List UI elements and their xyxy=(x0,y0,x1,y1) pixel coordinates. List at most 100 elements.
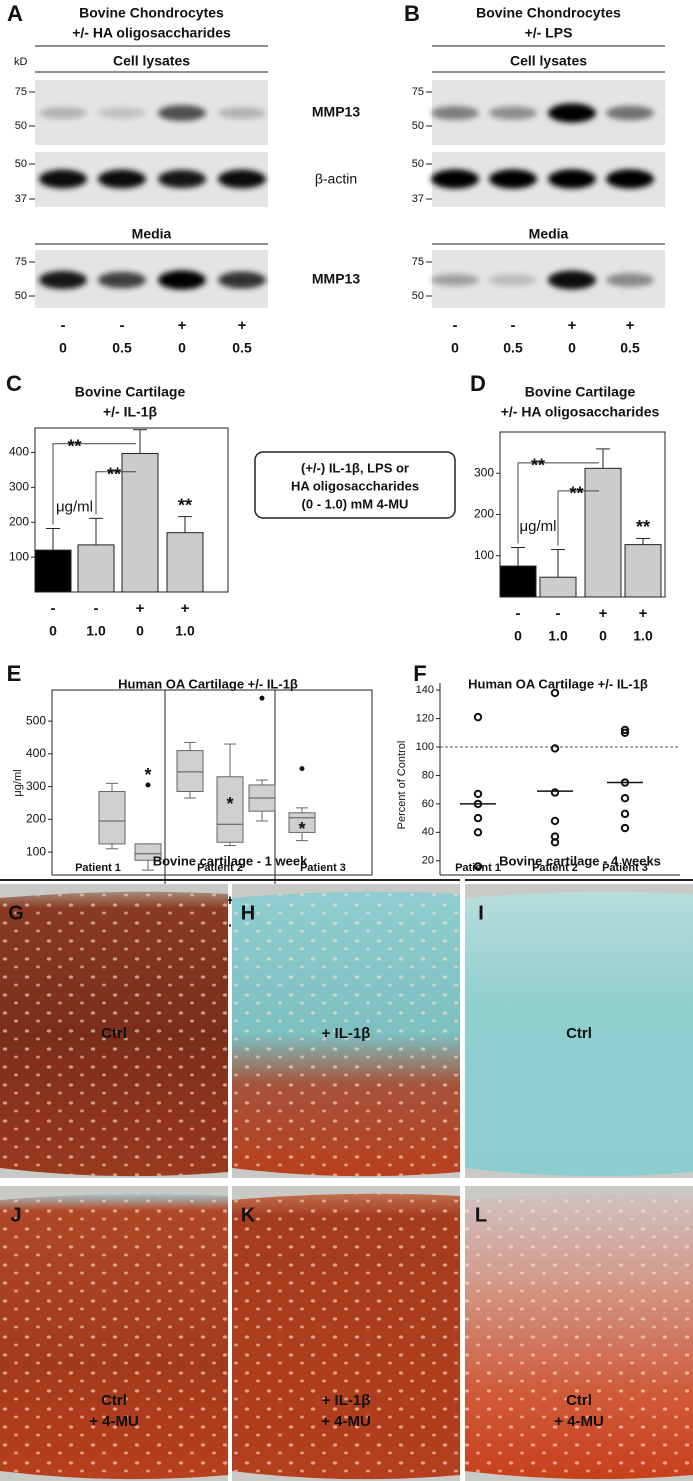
band xyxy=(39,270,87,290)
panel-label: I xyxy=(478,902,484,924)
band xyxy=(218,271,266,289)
chondrocytes xyxy=(232,891,460,1177)
chondrocytes xyxy=(232,1193,460,1480)
band xyxy=(606,169,654,189)
band xyxy=(158,105,206,121)
y-tick-label: 500 xyxy=(26,713,46,727)
marker-label: 75 xyxy=(15,256,27,268)
point xyxy=(620,823,630,833)
band xyxy=(489,274,537,286)
treatment-label: - xyxy=(94,600,99,617)
significance: ** xyxy=(569,484,583,504)
dose-label: 0 xyxy=(49,623,57,639)
y-tick-label: 140 xyxy=(416,684,434,696)
y-tick-label: 200 xyxy=(9,514,29,528)
outlier xyxy=(299,766,305,772)
dose-label: 1.0 xyxy=(86,623,106,639)
bracket xyxy=(95,471,136,515)
section-title: Media xyxy=(132,226,172,242)
bracket xyxy=(52,443,136,525)
y-tick-label: 200 xyxy=(474,507,494,521)
point xyxy=(620,794,630,803)
patient-label: Patient 3 xyxy=(300,862,346,874)
point xyxy=(620,809,630,819)
dose-label: 0 xyxy=(178,340,186,356)
panel-title: Human OA Cartilage +/- IL-1β xyxy=(118,676,298,691)
treatment-label: - xyxy=(511,317,516,334)
point xyxy=(620,728,630,737)
box xyxy=(98,791,126,845)
band xyxy=(489,106,537,120)
panel-label: B xyxy=(404,1,420,26)
band xyxy=(489,169,537,189)
dose-label: 1.0 xyxy=(633,628,653,644)
bracket xyxy=(557,490,599,546)
treatment-label: + xyxy=(226,892,235,909)
significance: ** xyxy=(107,464,121,484)
caption: + 4-MU xyxy=(89,1413,139,1430)
treatment-text: HA oligosaccharides xyxy=(291,478,419,493)
box xyxy=(176,750,204,793)
bar xyxy=(499,565,537,598)
treatment-label: + xyxy=(626,317,635,334)
patient-label: Patient 1 xyxy=(75,862,121,874)
panel-label: J xyxy=(10,1204,21,1226)
panel-title: Bovine Chondrocytes xyxy=(79,5,224,21)
y-tick-label: 200 xyxy=(26,812,46,826)
treatment-label: + xyxy=(568,317,577,334)
point xyxy=(550,744,560,753)
band xyxy=(158,169,206,189)
band xyxy=(218,169,266,189)
band xyxy=(98,107,146,119)
band xyxy=(431,273,479,287)
dose-label: 1.0 xyxy=(548,628,568,644)
dose-label: 0 xyxy=(136,623,144,639)
band xyxy=(606,273,654,287)
treatment-label: + xyxy=(238,317,247,334)
marker-label: 37 xyxy=(412,193,424,205)
caption: Ctrl xyxy=(566,1025,592,1042)
treatment-text: (0 - 1.0) mM 4-MU xyxy=(302,496,409,511)
significance: * xyxy=(144,765,151,785)
section-title: Bovine cartilage - 1 week xyxy=(153,853,308,868)
point xyxy=(473,712,483,722)
significance: ** xyxy=(531,456,545,476)
outlier xyxy=(145,782,151,788)
y-tick-label: 300 xyxy=(9,479,29,493)
dose-label: 0.5 xyxy=(112,340,132,356)
bar xyxy=(121,452,159,593)
point xyxy=(473,789,483,799)
band xyxy=(98,271,146,289)
bar xyxy=(539,576,577,598)
bar xyxy=(584,467,622,598)
y-tick-label: 100 xyxy=(9,549,29,563)
bracket xyxy=(517,462,599,544)
marker-label: 50 xyxy=(15,290,27,302)
unit-label: kD xyxy=(14,56,28,68)
y-tick-label: 80 xyxy=(422,769,434,781)
panel-label: A xyxy=(7,1,23,26)
band xyxy=(548,103,596,123)
histology-image xyxy=(465,891,693,1177)
marker-label: 50 xyxy=(412,290,424,302)
dose-label: 0 xyxy=(59,340,67,356)
treatment-label: + xyxy=(181,600,190,617)
bar xyxy=(77,544,115,593)
panel-label: L xyxy=(475,1204,487,1226)
panel-title: +/- HA oligosaccharides xyxy=(501,404,660,420)
treatment-text: (+/-) IL-1β, LPS or xyxy=(301,460,409,475)
significance: ** xyxy=(178,495,192,515)
caption: Ctrl xyxy=(101,1025,127,1042)
y-tick-label: 100 xyxy=(416,741,434,753)
significance: ** xyxy=(67,436,81,456)
treatment-label: + xyxy=(136,600,145,617)
marker-label: 75 xyxy=(15,86,27,98)
band xyxy=(39,169,87,189)
band xyxy=(98,169,146,189)
unit-label: μg/ml xyxy=(56,499,93,516)
panel-label: H xyxy=(241,902,255,924)
treatment-label: - xyxy=(453,317,458,334)
treatment-label: + xyxy=(639,605,648,622)
caption: + IL-1β xyxy=(322,1392,371,1409)
dose-label: 0.5 xyxy=(232,340,252,356)
